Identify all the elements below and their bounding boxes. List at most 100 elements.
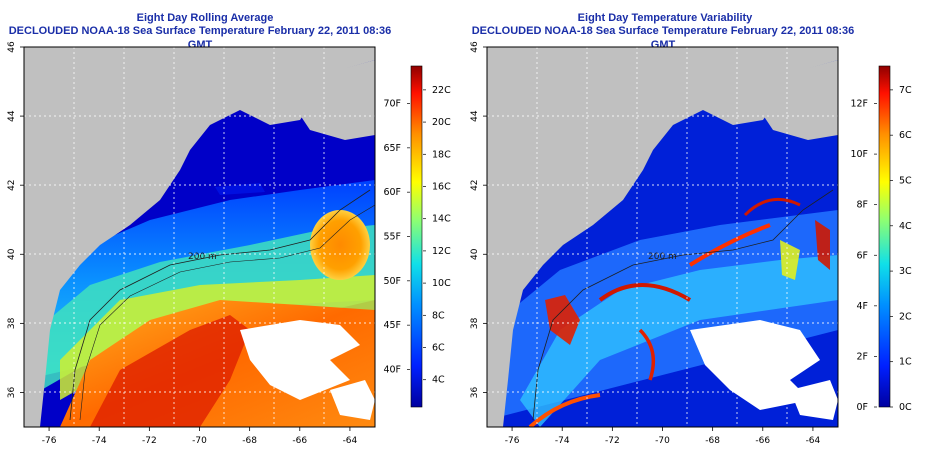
- colorbar-label: 65F: [383, 143, 401, 154]
- colorbar-label: 50F: [383, 276, 401, 287]
- y-tick-label: 36: [7, 386, 17, 398]
- right-colorbar-celsius-labels: 0C 1C 2C 3C 4C 5C 6C 7C: [890, 85, 912, 413]
- colorbar-label: 14C: [432, 214, 451, 225]
- colorbar-label: 6C: [899, 130, 912, 141]
- high-variability-filament: [815, 220, 830, 270]
- x-tick-label: -68: [705, 436, 720, 446]
- colorbar-label: 40F: [383, 364, 401, 375]
- georges-bank-water: [215, 183, 265, 195]
- x-tick-label: -76: [505, 436, 520, 446]
- cloud-patch: [330, 380, 375, 420]
- x-tick-label: -64: [806, 436, 821, 446]
- moderate-variability-patch: [780, 240, 800, 280]
- colorbar-label: 10C: [432, 278, 451, 289]
- isobath-200m: [69, 189, 371, 421]
- y-tick-label: 38: [7, 317, 17, 329]
- left-colorbar-celsius-labels: 4C 6C 8C 10C 12C 14C 16C 18C 20C 22C: [423, 85, 451, 386]
- warm-core-eddy: [310, 210, 370, 280]
- right-colorbar: [878, 65, 891, 408]
- left-x-axis: -76 -74 -72 -70 -68 -66 -64: [42, 427, 358, 446]
- y-tick-label: 40: [470, 248, 480, 260]
- cloud-patch: [790, 380, 838, 420]
- y-tick-label: 38: [470, 317, 480, 329]
- x-tick-label: -74: [92, 436, 107, 446]
- contour-label: 200 m: [648, 252, 677, 262]
- y-tick-label: 42: [7, 179, 17, 190]
- colorbar-label: 3C: [899, 266, 912, 277]
- colorbar-label: 6C: [432, 343, 445, 354]
- x-tick-label: -66: [292, 436, 307, 446]
- y-tick-label: 46: [470, 41, 480, 53]
- x-tick-label: -64: [343, 436, 358, 446]
- right-colorbar-fahrenheit-labels: 0F 2F 4F 6F 8F 10F 12F: [850, 99, 877, 413]
- colorbar-label: 2F: [856, 351, 868, 362]
- colorbar-label: 22C: [432, 85, 451, 96]
- left-title: Eight Day Rolling Average: [136, 12, 274, 24]
- elevated-variability-zone: [520, 255, 838, 427]
- colorbar-label: 6F: [856, 250, 868, 261]
- gulf-stream-core: [90, 315, 250, 427]
- right-y-axis: 36 38 40 42 44 46: [470, 41, 487, 398]
- x-tick-label: -74: [555, 436, 570, 446]
- colorbar-label: 45F: [383, 320, 401, 331]
- y-tick-label: 46: [7, 41, 17, 53]
- right-title: Eight Day Temperature Variability: [577, 12, 753, 24]
- colorbar-label: 1C: [899, 357, 912, 368]
- colorbar-label: 10F: [850, 149, 868, 160]
- colorbar-label: 12C: [432, 246, 451, 257]
- land-mass: [24, 47, 375, 427]
- colorbar-label: 4F: [856, 301, 868, 312]
- x-tick-label: -70: [192, 436, 207, 446]
- right-graticule: [487, 47, 838, 427]
- colorbar-label: 2C: [899, 311, 912, 322]
- cloud-patch: [690, 320, 820, 410]
- x-tick-label: -76: [42, 436, 57, 446]
- nova-scotia-land: [753, 60, 838, 140]
- y-tick-label: 36: [470, 386, 480, 398]
- colorbar-label: 8C: [432, 310, 445, 321]
- colorbar-label: 0F: [856, 402, 868, 413]
- x-tick-label: -68: [242, 436, 257, 446]
- y-tick-label: 44: [470, 110, 480, 122]
- isobath-200m: [532, 189, 834, 421]
- colorbar-label: 4C: [899, 221, 912, 232]
- high-variability-filament: [638, 328, 656, 381]
- colorbar-label: 0C: [899, 402, 912, 413]
- x-tick-label: -72: [605, 436, 620, 446]
- colorbar-label: 60F: [383, 187, 401, 198]
- y-tick-label: 44: [7, 110, 17, 122]
- sst-average-map: 200 m: [24, 47, 375, 427]
- x-tick-label: -70: [655, 436, 670, 446]
- colorbar-label: 7C: [899, 85, 912, 96]
- x-tick-label: -72: [142, 436, 157, 446]
- colorbar-label: 55F: [383, 232, 401, 243]
- colorbar-label: 8F: [856, 200, 868, 211]
- y-tick-label: 42: [470, 179, 480, 190]
- high-variability-filament: [528, 393, 601, 427]
- contour-label: 200 m: [188, 252, 217, 262]
- isobath-deep: [79, 204, 375, 421]
- high-variability-filament: [545, 295, 580, 345]
- left-y-axis: 36 38 40 42 44 46: [7, 41, 24, 398]
- high-variability-filament: [743, 197, 801, 217]
- cloud-patch: [240, 320, 360, 400]
- colorbar-label: 5C: [899, 175, 912, 186]
- left-graticule: [24, 47, 375, 427]
- land-mass: [487, 47, 838, 427]
- left-colorbar: [410, 65, 423, 408]
- nova-scotia-land: [290, 60, 375, 140]
- colorbar-label: 70F: [383, 99, 401, 110]
- colorbar-label: 18C: [432, 149, 451, 160]
- slope-water: [24, 225, 375, 400]
- high-variability-filament: [688, 223, 771, 267]
- high-variability-filament: [598, 283, 692, 302]
- y-tick-label: 40: [7, 248, 17, 260]
- colorbar-label: 20C: [432, 117, 451, 128]
- colorbar-label: 16C: [432, 181, 451, 192]
- colorbar-label: 4C: [432, 375, 445, 386]
- x-tick-label: -66: [755, 436, 770, 446]
- colorbar-label: 12F: [850, 99, 868, 110]
- right-x-axis: -76 -74 -72 -70 -68 -66 -64: [505, 427, 821, 446]
- sst-variability-map: 200 m: [487, 47, 838, 427]
